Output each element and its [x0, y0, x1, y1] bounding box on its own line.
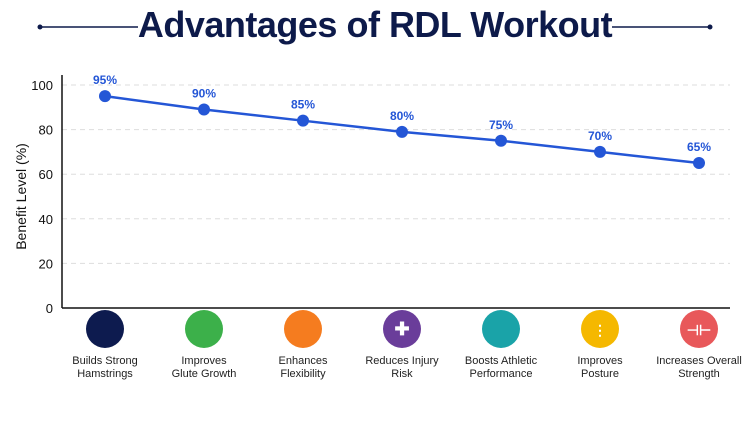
data-label: 85% [291, 98, 315, 112]
data-point [693, 157, 705, 170]
running-person-icon [482, 310, 520, 348]
title-rule-dot [707, 24, 713, 30]
data-point [396, 125, 408, 138]
x-category-label: Hamstrings [77, 368, 133, 380]
x-category-label: Enhances [279, 355, 328, 367]
dumbbell-icon-glyph: ⊣⊢ [687, 322, 711, 338]
x-category-label: Improves [577, 355, 623, 367]
y-tick-label: 20 [39, 256, 53, 271]
data-label: 75% [489, 118, 513, 132]
stretching-person-icon [284, 310, 322, 348]
x-category-label: Builds Strong [72, 355, 137, 367]
chart-title: Advantages of RDL Workout [137, 4, 613, 45]
shield-plus-icon-glyph: ✚ [394, 319, 409, 339]
title-rule-dot [37, 24, 43, 30]
x-category-label: Flexibility [280, 368, 326, 380]
dumbbell-icon [680, 310, 718, 348]
data-label: 70% [588, 129, 612, 143]
data-point [594, 145, 606, 158]
data-label: 90% [192, 87, 216, 101]
data-point [495, 134, 507, 147]
glutes-icon [185, 310, 223, 348]
x-category-label: Strength [678, 368, 720, 380]
y-tick-label: 40 [39, 212, 53, 227]
spine-icon [581, 310, 619, 348]
data-label: 80% [390, 109, 414, 123]
data-point [198, 103, 210, 116]
y-tick-label: 60 [39, 167, 53, 182]
x-category-label: Improves [181, 355, 227, 367]
spine-icon-glyph: ⋮ [593, 322, 607, 338]
data-point [99, 90, 111, 103]
x-category-label: Performance [470, 368, 533, 380]
data-label: 95% [93, 73, 117, 87]
y-axis-label: Benefit Level (%) [13, 143, 29, 250]
shield-plus-icon [383, 310, 421, 348]
x-category-label: Boosts Athletic [465, 355, 538, 367]
data-point [297, 114, 309, 127]
y-tick-label: 0 [46, 301, 53, 316]
x-category-label: Glute Growth [172, 368, 237, 380]
x-category-label: Posture [581, 368, 619, 380]
x-category-label: Risk [391, 368, 413, 380]
x-category-label: Increases Overall [656, 355, 742, 367]
x-category-label: Reduces Injury [365, 355, 439, 367]
flexed-arm-icon [86, 310, 124, 348]
y-tick-label: 80 [39, 123, 53, 138]
y-tick-label: 100 [31, 78, 53, 93]
data-label: 65% [687, 140, 711, 154]
